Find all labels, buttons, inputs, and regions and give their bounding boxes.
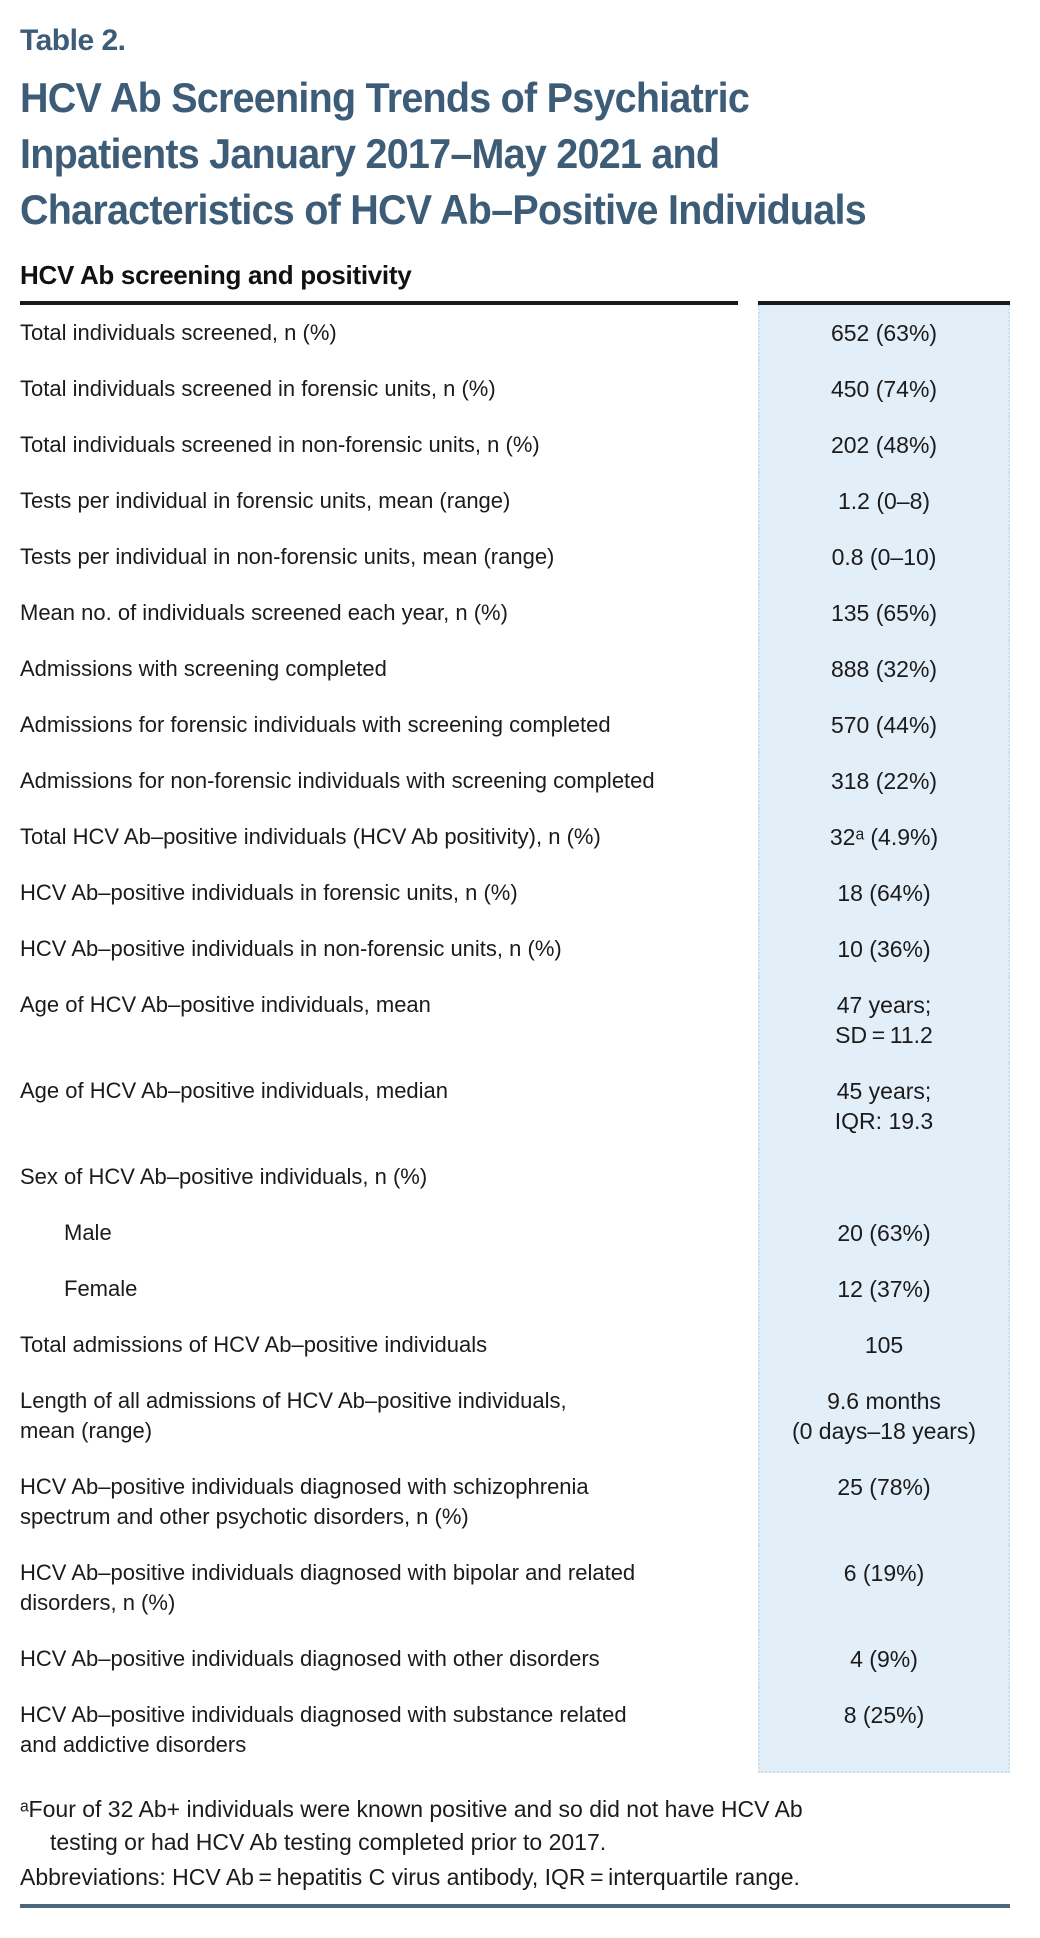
row-value: 25 (78%) — [758, 1459, 1010, 1545]
screening-table: Total individuals screened, n (%) 652 (63… — [20, 301, 1010, 1773]
table-top-rule-label-col — [20, 301, 738, 305]
row-label: Total HCV Ab–positive individuals (HCV A… — [20, 824, 601, 849]
table-title: HCV Ab Screening Trends of Psychiatric I… — [20, 74, 867, 233]
row-value: 450 (74%) — [758, 361, 1010, 417]
row-label: Age of HCV Ab–positive individuals, medi… — [20, 1078, 449, 1103]
bottom-rule — [20, 1904, 1010, 1908]
row-value: 18 (64%) — [758, 865, 1010, 921]
table-top-rule-value-col — [758, 301, 1010, 305]
row-label: Total individuals screened in forensic u… — [20, 376, 496, 401]
row-value: 20 (63%) — [758, 1205, 1010, 1261]
row-value: 652 (63%) — [758, 305, 1010, 361]
row-label: HCV Ab–positive individuals diagnosed wi… — [20, 1474, 589, 1529]
row-value: 4 (9%) — [758, 1631, 1010, 1687]
row-value: 318 (22%) — [758, 753, 1010, 809]
row-label: Total individuals screened in non-forens… — [20, 432, 540, 457]
row-label: Male — [64, 1220, 112, 1245]
abbreviations-note: Abbreviations: HCV Ab = hepatitis C viru… — [20, 1864, 800, 1890]
row-label: HCV Ab–positive individuals diagnosed wi… — [20, 1646, 600, 1671]
row-label: Total individuals screened, n (%) — [20, 320, 337, 345]
row-label: HCV Ab–positive individuals in forensic … — [20, 880, 518, 905]
row-label: Age of HCV Ab–positive individuals, mean — [20, 992, 431, 1017]
row-value: 8 (25%) — [758, 1687, 1010, 1773]
row-label: HCV Ab–positive individuals in non-foren… — [20, 936, 562, 961]
row-value: 12 (37%) — [758, 1261, 1010, 1317]
row-label: Female — [64, 1276, 138, 1301]
table-2-card: Table 2. HCV Ab Screening Trends of Psyc… — [20, 24, 1010, 1908]
row-label: HCV Ab–positive individuals diagnosed wi… — [20, 1560, 636, 1615]
row-label: Mean no. of individuals screened each ye… — [20, 600, 508, 625]
row-label: Admissions for forensic individuals with… — [20, 712, 611, 737]
row-value: 47 years; SD = 11.2 — [758, 977, 1010, 1063]
row-label: Sex of HCV Ab–positive individuals, n (%… — [20, 1164, 428, 1189]
row-value: 0.8 (0–10) — [758, 529, 1010, 585]
row-value — [758, 1149, 1010, 1205]
row-value: 570 (44%) — [758, 697, 1010, 753]
row-value: 1.2 (0–8) — [758, 473, 1010, 529]
row-value: 6 (19%) — [758, 1545, 1010, 1631]
row-label: Total admissions of HCV Ab–positive indi… — [20, 1332, 488, 1357]
row-label: Tests per individual in non-forensic uni… — [20, 544, 555, 569]
row-value: 888 (32%) — [758, 641, 1010, 697]
section-header: HCV Ab screening and positivity — [20, 260, 412, 290]
row-value: 32ᵃ (4.9%) — [758, 809, 1010, 865]
row-label: Admissions for non-forensic individuals … — [20, 768, 655, 793]
row-value: 45 years; IQR: 19.3 — [758, 1063, 1010, 1149]
row-value: 135 (65%) — [758, 585, 1010, 641]
table-number: Table 2. — [20, 24, 126, 57]
row-value: 10 (36%) — [758, 921, 1010, 977]
row-label: HCV Ab–positive individuals diagnosed wi… — [20, 1702, 627, 1757]
row-value: 105 — [758, 1317, 1010, 1373]
row-label: Admissions with screening completed — [20, 656, 387, 681]
footnote-a: ᵃFour of 32 Ab+ individuals were known p… — [20, 1796, 803, 1855]
row-label: Length of all admissions of HCV Ab–posit… — [20, 1388, 567, 1443]
row-value: 202 (48%) — [758, 417, 1010, 473]
row-value: 9.6 months (0 days–18 years) — [758, 1373, 1010, 1459]
row-label: Tests per individual in forensic units, … — [20, 488, 511, 513]
